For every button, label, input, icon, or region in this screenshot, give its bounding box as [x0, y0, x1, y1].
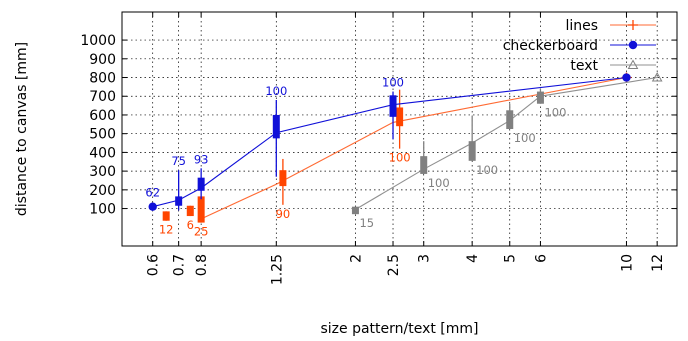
lines-box	[396, 107, 404, 127]
checkerboard-data-label: 75	[171, 154, 186, 168]
x-tick-label: 12	[650, 254, 666, 272]
checkerboard-point-marker	[622, 73, 631, 82]
lines-data-label: 90	[276, 207, 291, 221]
checkerboard-data-label: 100	[382, 76, 404, 90]
text-data-label: 100	[476, 163, 498, 177]
legend: lines checkerboard text	[503, 18, 656, 74]
lines-box	[197, 196, 205, 223]
x-tick-label: 2.5	[386, 254, 402, 276]
lines-data-label: 25	[194, 225, 209, 239]
text-box	[420, 156, 428, 174]
text-data-label: 15	[359, 216, 374, 230]
text-data-label: 100	[544, 106, 566, 120]
x-tick-label: 5	[503, 254, 519, 263]
text-data-label: 100	[428, 176, 450, 190]
x-tick-label: 3	[417, 254, 433, 263]
checkerboard-box	[197, 177, 205, 191]
checkerboard-point-label: 62	[145, 186, 160, 200]
y-tick-label: 700	[89, 89, 116, 105]
series-layer: 12 6 25 90 100 75 93 100 100 62 15 100 100 100 100	[145, 72, 663, 239]
y-tick-label: 600	[89, 108, 116, 124]
series-checkerboard: 75 93 100 100 62	[145, 73, 631, 211]
y-tick-label: 400	[89, 145, 116, 161]
x-tick-label: 10	[619, 254, 635, 272]
lines-box	[279, 170, 287, 187]
lines-box	[162, 211, 170, 221]
lines-data-label: 6	[187, 218, 194, 232]
tick-layer: 100 200 300 400 500 600 700 800 900 1000 0.6 0.7 0.8…	[80, 12, 677, 285]
x-axis-title: size pattern/text [mm]	[320, 321, 478, 337]
text-box	[536, 91, 544, 104]
x-tick-label: 6	[533, 254, 549, 263]
x-tick-label: 0.8	[194, 254, 210, 276]
y-tick-label: 1000	[80, 33, 116, 49]
checkerboard-data-label: 93	[194, 152, 209, 166]
legend-label-text: text	[570, 58, 598, 74]
y-tick-label: 200	[89, 183, 116, 199]
y-axis-title: distance to canvas [mm]	[14, 42, 30, 216]
series-text: 15 100 100 100 100	[351, 72, 663, 230]
plot-frame	[121, 11, 678, 247]
y-tick-label: 100	[89, 202, 116, 218]
y-tick-label: 800	[89, 71, 116, 87]
lines-data-label: 100	[389, 151, 411, 165]
text-box	[468, 141, 476, 161]
x-tick-label: 0.6	[146, 254, 162, 276]
checkerboard-box	[272, 114, 280, 139]
x-tick-label: 0.7	[172, 254, 188, 276]
legend-marker-text	[627, 59, 639, 69]
y-tick-label: 300	[89, 164, 116, 180]
checkerboard-box	[389, 95, 397, 117]
text-series-line	[355, 76, 658, 210]
text-point-marker	[651, 72, 663, 82]
lines-series-line	[200, 76, 627, 220]
x-tick-label: 4	[465, 254, 481, 263]
text-box	[506, 110, 514, 129]
lines-box	[186, 205, 194, 217]
checkerboard-box	[175, 196, 183, 206]
legend-marker-checkerboard	[628, 40, 638, 50]
legend-label-checkerboard: checkerboard	[503, 38, 598, 54]
lines-data-label: 12	[159, 223, 174, 237]
text-box	[351, 206, 359, 215]
legend-label-lines: lines	[565, 18, 598, 34]
y-tick-label: 900	[89, 52, 116, 68]
x-tick-label: 2	[348, 254, 364, 263]
y-tick-label: 500	[89, 127, 116, 143]
legend-marker-lines	[628, 20, 638, 30]
checkerboard-point-marker	[148, 202, 157, 211]
checkerboard-series-line	[152, 76, 627, 208]
x-tick-label: 1.25	[269, 254, 285, 285]
text-data-label: 100	[514, 131, 536, 145]
checkerboard-data-label: 100	[265, 84, 287, 98]
